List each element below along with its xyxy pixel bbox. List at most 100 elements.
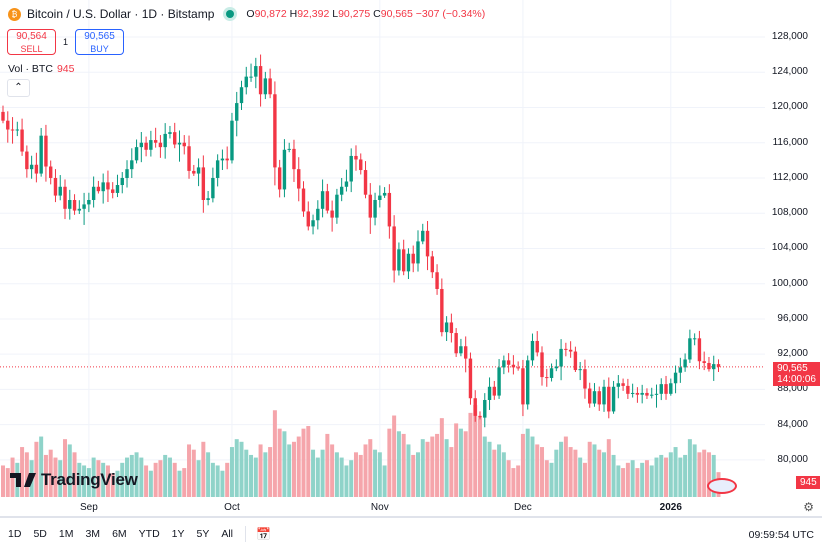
volume-bar [344,465,349,497]
volume-bar [463,431,468,497]
volume-bar [163,454,168,497]
range-5d[interactable]: 5D [33,528,47,540]
divider [245,526,247,542]
volume-bar [91,457,96,497]
date-range-calendar-icon[interactable]: 📅 [256,527,271,541]
candle-body [578,369,582,371]
candle-body [15,129,20,131]
range-1d[interactable]: 1D [8,528,22,540]
candle-body [339,186,344,195]
utc-clock[interactable]: 09:59:54 UTC [748,529,814,541]
range-1y[interactable]: 1Y [171,528,185,540]
candle-body [244,76,248,88]
candle-body [626,385,630,394]
symbol-title[interactable]: Bitcoin / U.S. Dollar · 1D · Bitstamp [27,7,215,21]
volume-bar [63,439,68,497]
candle-body [712,364,716,370]
collapse-legend-button[interactable]: ⌃ [7,79,30,97]
volume-bar [1,465,5,497]
price-tick-label: 80,000 [777,453,808,465]
tradingview-logo[interactable]: TradingView [10,470,138,490]
volume-bar [587,441,592,497]
time-tick-label: Oct [224,502,240,513]
volume-bar [640,462,645,497]
candle-body [263,78,268,95]
candle-body [297,169,301,189]
price-tick-label: 120,000 [771,101,808,113]
candle-body [583,369,587,389]
volume-bar [401,433,406,497]
candle-body [58,186,62,196]
volume-bar [363,444,368,497]
volume-bar [277,428,282,497]
candle-body [411,253,415,264]
candle-body [401,249,406,272]
volume-bar [258,444,263,497]
candle-body [53,177,58,196]
volume-bar [616,465,621,497]
candle-body [530,340,535,361]
volume-bar [454,423,459,497]
volume-bar [301,428,306,497]
candle-body [153,140,158,143]
candle-body [325,191,330,211]
candle-body [683,359,687,368]
volume-bar [134,452,139,497]
candle-body [201,167,206,200]
candle-body [473,398,477,416]
sell-button[interactable]: 90,564 SELL [7,29,56,55]
candle-body [540,352,544,378]
volume-bar [153,462,158,497]
candle-body [697,338,702,362]
volume-bar [706,452,711,497]
candle-body [301,188,306,212]
volume-bar [34,441,39,497]
candle-body [168,132,172,134]
volume-bar [511,468,516,497]
price-chart[interactable] [0,0,822,517]
range-1m[interactable]: 1M [58,528,74,540]
volume-bar [282,431,287,497]
volume-bar [392,415,397,497]
candle-body [611,386,616,412]
candle-body [220,158,225,161]
candle-body [177,142,182,145]
flag-icon[interactable] [707,478,737,494]
volume-bar [139,457,144,497]
time-tick-label: Sep [79,502,98,513]
candle-body [144,142,148,150]
candle-body [44,135,48,167]
volume-bar [368,439,373,497]
range-6m[interactable]: 6M [112,528,127,540]
volume-bar [702,449,707,497]
buy-button[interactable]: 90,565 BUY [75,29,125,55]
volume-bar [72,452,77,497]
candle-body [120,177,124,186]
volume-bar [48,449,53,497]
range-5y[interactable]: 5Y [196,528,210,540]
price-tick-label: 104,000 [771,242,808,254]
market-status-icon [226,10,235,18]
candle-body [373,199,377,218]
volume-bar [506,460,511,497]
candle-body [554,366,559,369]
range-ytd[interactable]: YTD [138,528,160,540]
candle-body [163,133,167,148]
volume-bar [478,418,482,497]
candle-body [521,368,525,405]
volume-bar [535,444,540,497]
settings-icon[interactable]: ⚙ [803,500,814,514]
volume-bar [563,436,568,497]
candle-body [688,338,692,360]
candle-body [20,129,24,152]
candle-body [492,386,497,396]
candle-body [692,338,697,340]
candle-body [335,194,339,218]
volume-bar [291,441,296,497]
volume-bar [415,452,420,497]
volume-bar [263,452,268,497]
volume-bar [177,470,182,497]
range-all[interactable]: All [221,528,234,540]
candle-body [311,220,315,227]
range-3m[interactable]: 3M [85,528,101,540]
